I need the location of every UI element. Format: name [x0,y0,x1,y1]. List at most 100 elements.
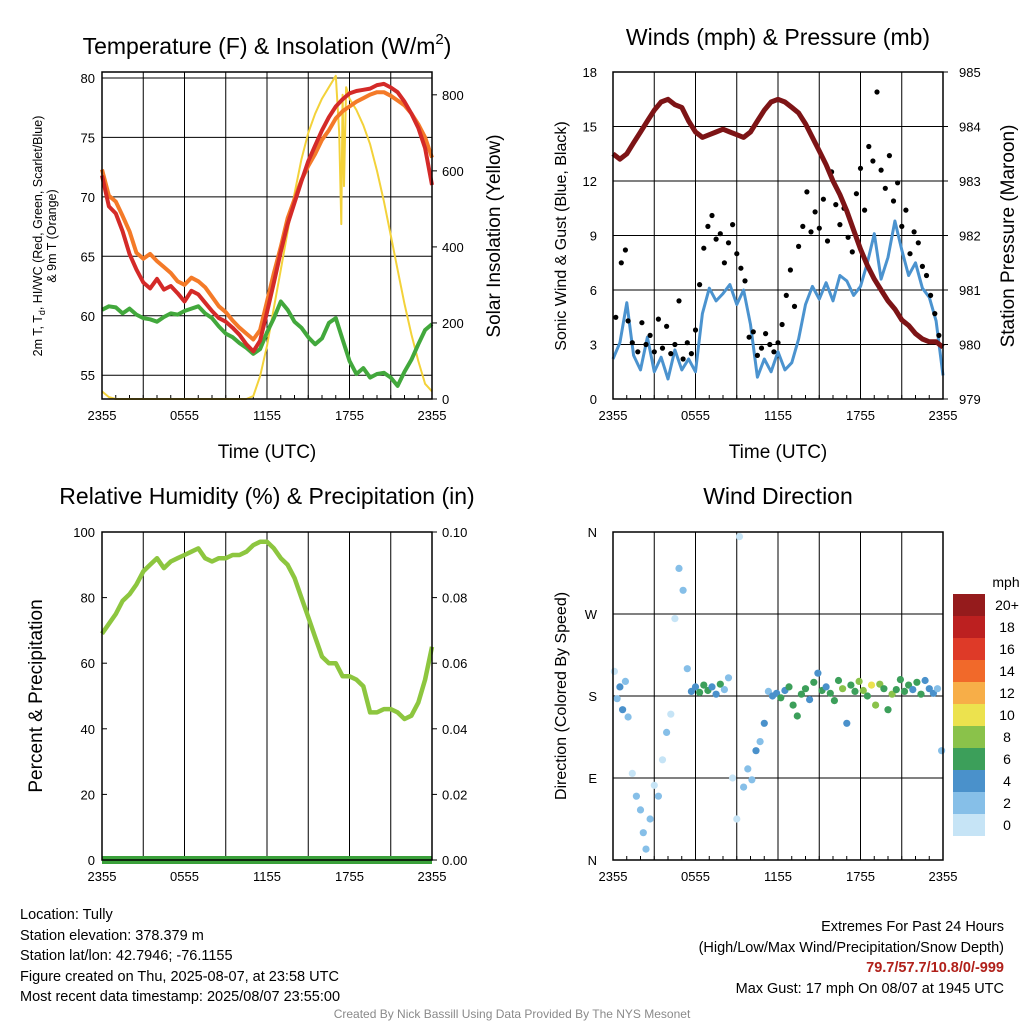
x-tick-label: 2355 [599,869,628,884]
legend-swatch [953,682,985,704]
gust-point [705,223,711,229]
plot-frame [612,531,944,861]
gust-point [895,180,901,186]
gust-point [911,229,917,235]
direction-point [851,687,859,696]
y-tick-label-left: W [585,607,598,622]
legend-swatch [953,638,985,660]
direction-point [929,689,938,697]
legend-label: 12 [999,685,1015,701]
direction-point [610,667,619,676]
legend-label: 18 [999,619,1015,635]
direction-point [720,686,729,694]
wind-direction-panel: Wind Direction 2355 0555 1155 1755 2355NESWN… [553,483,1020,884]
gust-point [651,349,657,355]
direction-point [671,615,679,623]
y-tick-label-left: 60 [81,309,95,324]
gust-point [796,243,802,249]
winds-panel: Winds (mph) & Pressure (mb) 2355 0555 1155… [553,24,1019,463]
y-tick-label-right: 0.10 [442,525,467,540]
direction-point [621,677,630,686]
gust-point [713,236,719,242]
direction-point [658,756,667,764]
direction-point [642,845,650,853]
gust-point [816,225,822,231]
max-gust: Max Gust: 17 mph On 08/07 at 1945 UTC [735,980,1004,997]
gust-point [833,202,839,208]
legend-label: 8 [1003,729,1011,745]
direction-point [801,685,810,693]
direction-point [900,687,909,696]
y-tick-label-left: 70 [81,190,95,205]
y-tick-label-left: S [588,689,597,704]
series-line [100,90,434,342]
direction-point [921,676,929,685]
series-line-pressure [611,96,945,350]
direction-point [667,710,675,718]
legend-title: mph [992,574,1019,590]
gust-point [709,212,715,219]
gust-point [928,292,934,298]
y-tick-label-right: 400 [442,240,464,255]
direction-point [789,701,797,709]
gust-point [618,260,624,266]
legend-label: 6 [1003,751,1011,767]
gust-point [643,341,649,348]
gust-point [717,231,723,237]
x-tick-label: 1755 [846,408,875,423]
direction-point [925,685,933,693]
direction-point [826,689,834,697]
legend-swatch [953,616,985,638]
y-tick-label-left: N [588,525,597,540]
direction-point [785,683,793,691]
gust-point [800,223,806,229]
gust-point [738,265,744,271]
direction-point [646,815,654,823]
x-tick-label: 0555 [170,869,199,884]
direction-point [773,689,781,697]
legend-label: 16 [999,641,1015,657]
direction-point [892,686,900,694]
x-tick-label: 1155 [253,408,281,423]
gust-point [676,298,682,304]
gust-point [932,311,938,317]
gust-point [734,251,740,257]
gust-point [787,267,794,273]
gust-point [870,158,876,164]
y-tick-label-left: 55 [81,368,95,383]
y-tick-label-left: 100 [73,525,95,540]
direction-point [884,706,892,714]
gust-point [890,198,897,204]
gust-point [837,222,843,228]
winds-ylabel-right: Station Pressure (Maroon) [998,125,1019,348]
gust-point [635,349,641,355]
x-tick-label: 2355 [929,408,958,423]
x-tick-label: 1155 [764,869,792,884]
temperature-plot: 2355 0555 1155 1755 235555606570758002004006… [81,71,464,423]
legend-label: 20+ [995,597,1019,613]
series-line [100,81,434,354]
temperature-xlabel: Time (UTC) [218,442,317,463]
y-tick-label-right: 985 [959,65,981,80]
gust-point [758,345,765,351]
direction-point [872,701,880,709]
gust-point [820,196,827,202]
direction-point [748,776,756,784]
direction-point [913,678,921,686]
gust-point [936,332,942,338]
legend-label: 2 [1003,795,1011,811]
direction-point [933,685,942,693]
y-tick-label-left: 9 [590,229,597,244]
gust-point [647,332,653,338]
gust-point [680,356,686,362]
gust-point [808,229,814,235]
extremes-info: Extremes For Past 24 Hours (High/Low/Max… [699,917,1004,999]
direction-point [639,829,647,837]
direction-point [683,665,691,673]
x-tick-label: 2355 [88,869,117,884]
direction-point [650,781,658,789]
gust-point [874,89,880,95]
gust-point [625,318,631,324]
gust-point [853,191,860,197]
direction-point [867,681,876,689]
